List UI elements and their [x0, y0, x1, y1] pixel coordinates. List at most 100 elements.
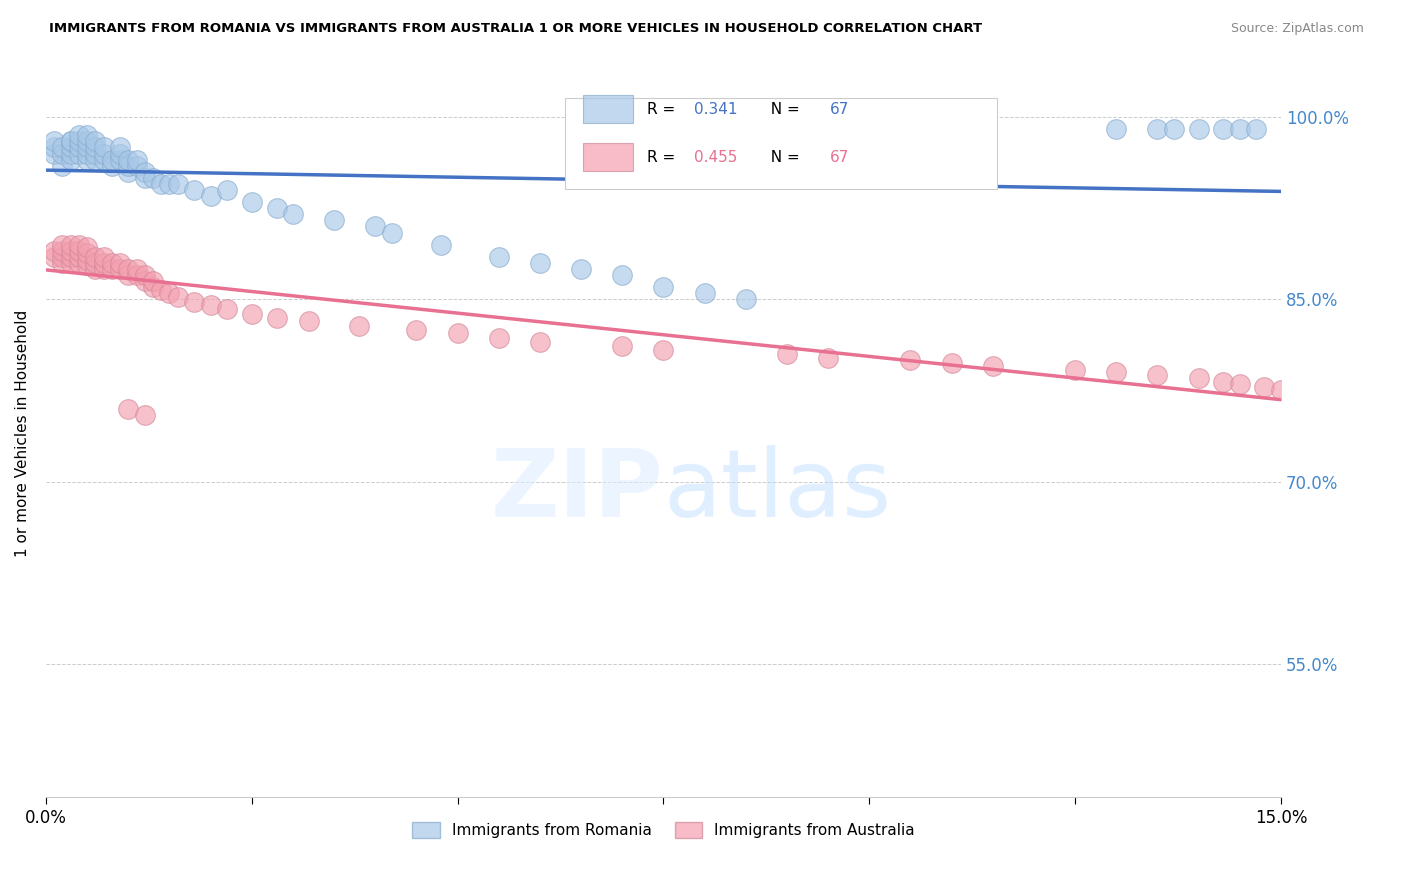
Text: 0.341: 0.341 [695, 102, 738, 117]
Point [941, 355, 963, 369]
Point [84, 140, 107, 154]
Point [67, 128, 90, 143]
Point [142, 274, 165, 288]
Point [59, 146, 82, 161]
Point [652, 343, 675, 358]
Text: ZIP: ZIP [491, 445, 664, 537]
Point [134, 165, 156, 179]
Point [93, 153, 115, 167]
Point [364, 219, 387, 234]
Point [1064, 363, 1087, 377]
Point [125, 268, 148, 282]
Point [101, 159, 124, 173]
Point [108, 262, 131, 277]
Point [159, 286, 181, 301]
Point [84, 135, 107, 149]
Point [323, 213, 346, 227]
Point [142, 280, 165, 294]
Text: 0.455: 0.455 [695, 150, 738, 165]
Point [125, 153, 148, 167]
Point [125, 262, 148, 277]
Text: N =: N = [761, 150, 804, 165]
Point [59, 140, 82, 154]
Text: atlas: atlas [664, 445, 891, 537]
Point [67, 256, 90, 270]
FancyBboxPatch shape [565, 98, 997, 189]
Point [76, 246, 98, 260]
Point [734, 293, 756, 307]
Point [59, 256, 82, 270]
Point [67, 146, 90, 161]
Point [166, 177, 188, 191]
Point [117, 153, 139, 167]
Point [76, 258, 98, 272]
Point [405, 323, 427, 337]
Point [76, 240, 98, 254]
Point [817, 351, 839, 365]
Point [93, 256, 115, 270]
Point [59, 135, 82, 149]
Point [117, 159, 139, 173]
Point [51, 146, 73, 161]
Point [381, 226, 404, 240]
Point [166, 290, 188, 304]
Point [183, 183, 205, 197]
Point [217, 301, 239, 316]
Point [51, 256, 73, 270]
Point [1244, 122, 1267, 136]
Point [529, 334, 551, 349]
Text: N =: N = [761, 102, 804, 117]
Point [108, 146, 131, 161]
Point [150, 177, 173, 191]
Point [44, 250, 66, 264]
Point [134, 268, 156, 282]
Point [84, 146, 107, 161]
Point [67, 244, 90, 258]
Point [101, 256, 124, 270]
Point [900, 353, 922, 368]
Point [67, 140, 90, 154]
Point [84, 250, 107, 264]
Point [67, 250, 90, 264]
Point [59, 153, 82, 167]
Point [84, 262, 107, 277]
Point [59, 250, 82, 264]
Point [117, 268, 139, 282]
Point [117, 165, 139, 179]
Point [1229, 122, 1251, 136]
Point [93, 140, 115, 154]
Point [134, 170, 156, 185]
Point [1229, 377, 1251, 392]
Point [44, 146, 66, 161]
Point [76, 128, 98, 143]
Point [217, 183, 239, 197]
Point [569, 262, 592, 277]
Point [347, 319, 370, 334]
Point [134, 408, 156, 422]
Point [1163, 122, 1185, 136]
Point [281, 207, 304, 221]
Point [266, 310, 288, 325]
Point [776, 347, 799, 361]
Point [101, 153, 124, 167]
Bar [583, 95, 633, 123]
Point [1105, 365, 1128, 379]
Point [51, 250, 73, 264]
Point [183, 294, 205, 309]
Point [67, 135, 90, 149]
Point [108, 256, 131, 270]
Point [76, 135, 98, 149]
Text: Source: ZipAtlas.com: Source: ZipAtlas.com [1230, 22, 1364, 36]
Point [44, 140, 66, 154]
Point [101, 262, 124, 277]
Point [84, 153, 107, 167]
Point [117, 401, 139, 416]
Text: 67: 67 [830, 102, 849, 117]
Point [76, 140, 98, 154]
Point [59, 237, 82, 252]
Point [612, 268, 634, 282]
Legend: Immigrants from Romania, Immigrants from Australia: Immigrants from Romania, Immigrants from… [406, 816, 921, 845]
Point [159, 177, 181, 191]
Point [51, 237, 73, 252]
Point [93, 146, 115, 161]
